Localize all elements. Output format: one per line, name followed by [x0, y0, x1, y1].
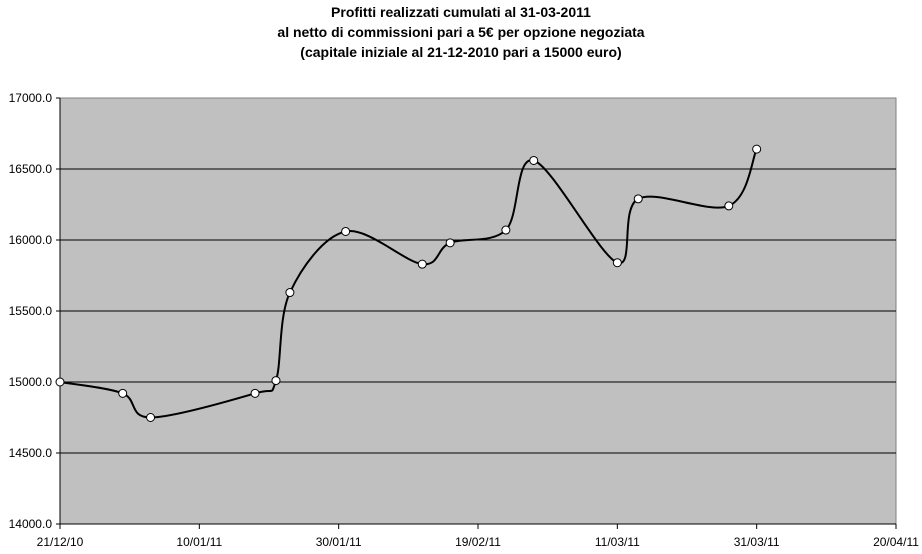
data-point: [445, 238, 455, 248]
data-point: [633, 194, 643, 204]
tick-labels: 14000.0 14500.0 15000.0 15500.0 16000.0 16500…: [9, 91, 920, 549]
y-tick-label: 17000.0: [9, 91, 53, 105]
y-tick-label: 14500.0: [9, 446, 53, 460]
y-tick-label: 16500.0: [9, 162, 53, 176]
data-point: [752, 144, 762, 154]
data-point: [146, 413, 156, 422]
data-point: [417, 259, 427, 269]
chart-title-line-2: al netto di commissioni pari a 5€ per op…: [277, 24, 645, 40]
chart-title-line-3: (capitale iniziale al 21-12-2010 pari a …: [300, 44, 622, 60]
data-point: [250, 388, 260, 398]
data-point: [285, 288, 295, 298]
series-layer: [55, 144, 762, 422]
data-point: [529, 155, 539, 165]
y-tick-label: 16000.0: [9, 233, 53, 247]
x-tick-label: 10/01/11: [176, 535, 222, 549]
x-tick-label: 31/03/11: [734, 535, 780, 549]
x-tick-label: 20/04/11: [873, 535, 919, 549]
x-tick-label: 30/01/11: [316, 535, 362, 549]
x-tick-label: 19/02/11: [455, 535, 501, 549]
data-point: [724, 201, 734, 211]
chart-title-line-1: Profitti realizzati cumulati al 31-03-20…: [331, 4, 591, 20]
data-point: [612, 258, 622, 268]
data-point: [341, 226, 351, 236]
data-point: [501, 225, 511, 235]
data-point: [118, 388, 128, 398]
series-line: [59, 148, 758, 419]
y-tick-label: 15500.0: [9, 304, 53, 318]
y-tick-label: 15000.0: [9, 375, 53, 389]
data-point: [271, 376, 281, 386]
x-tick-label: 11/03/11: [595, 535, 640, 549]
x-tick-label: 21/12/10: [37, 535, 84, 549]
data-point: [55, 377, 65, 387]
axes: [56, 97, 897, 529]
y-tick-label: 14000.0: [9, 517, 53, 531]
